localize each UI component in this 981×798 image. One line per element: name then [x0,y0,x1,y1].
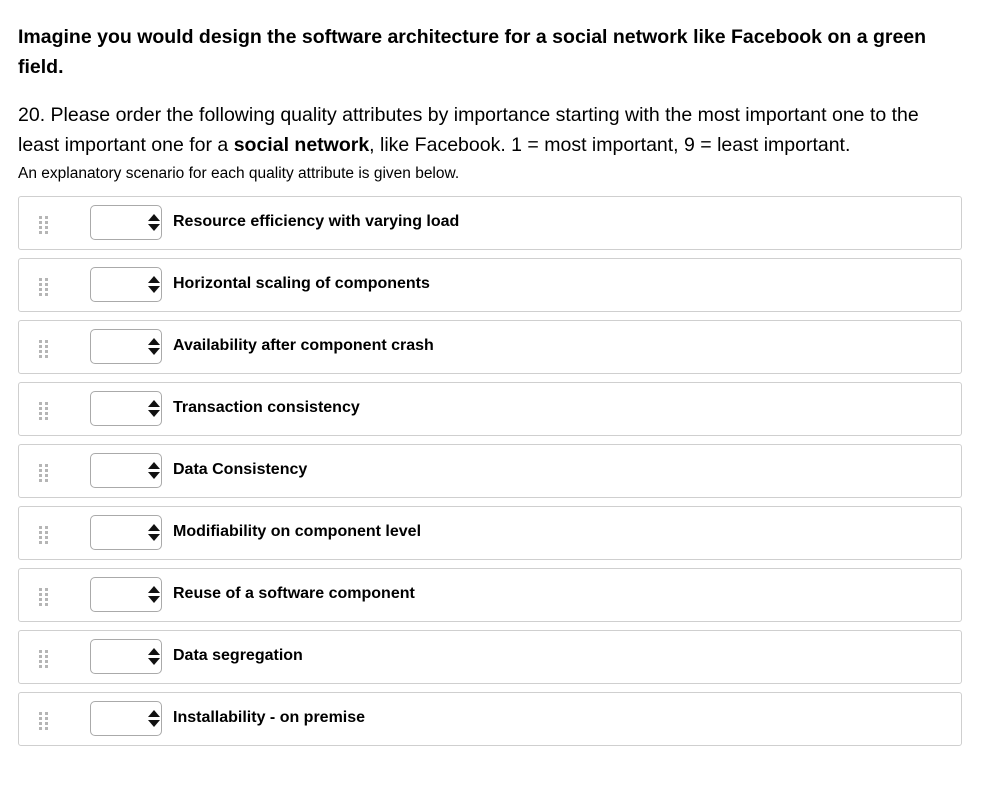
quality-attribute-label: Availability after component crash [173,337,434,354]
ranking-row[interactable]: Data Consistency [18,444,962,498]
up-down-arrows-icon [147,397,161,421]
drag-handle-icon[interactable] [37,586,51,606]
ranking-row[interactable]: Reuse of a software component [18,568,962,622]
ranking-list: Resource efficiency with varying load Hor… [18,196,962,754]
drag-handle-icon[interactable] [37,214,51,234]
rank-select[interactable] [90,391,162,426]
up-down-arrows-icon [147,211,161,235]
ranking-row[interactable]: Availability after component crash [18,320,962,374]
up-down-arrows-icon [147,645,161,669]
rank-select[interactable] [90,267,162,302]
quality-attribute-label: Reuse of a software component [173,585,415,602]
drag-handle-icon[interactable] [37,400,51,420]
drag-handle-icon[interactable] [37,648,51,668]
quality-attribute-label: Resource efficiency with varying load [173,213,460,230]
rank-select[interactable] [90,329,162,364]
question-prefix: 20. Please order the following quality a… [18,104,919,156]
ranking-row[interactable]: Modifiability on component level [18,506,962,560]
rank-select[interactable] [90,701,162,736]
rank-select[interactable] [90,515,162,550]
up-down-arrows-icon [147,335,161,359]
question-suffix: , like Facebook. 1 = most important, 9 =… [369,134,851,156]
drag-handle-icon[interactable] [37,462,51,482]
quality-attribute-label: Data segregation [173,647,303,664]
drag-handle-icon[interactable] [37,276,51,296]
rank-select[interactable] [90,453,162,488]
quality-attribute-label: Horizontal scaling of components [173,275,430,292]
question-text: 20. Please order the following quality a… [18,100,963,160]
rank-select[interactable] [90,639,162,674]
ranking-row[interactable]: Resource efficiency with varying load [18,196,962,250]
quality-attribute-label: Installability - on premise [173,709,366,726]
drag-handle-icon[interactable] [37,710,51,730]
up-down-arrows-icon [147,459,161,483]
ranking-row[interactable]: Installability - on premise [18,692,962,746]
up-down-arrows-icon [147,583,161,607]
quality-attribute-label: Transaction consistency [173,399,360,416]
quality-attribute-label: Modifiability on component level [173,523,422,540]
ranking-row[interactable]: Horizontal scaling of components [18,258,962,312]
rank-select[interactable] [90,205,162,240]
drag-handle-icon[interactable] [37,524,51,544]
up-down-arrows-icon [147,707,161,731]
drag-handle-icon[interactable] [37,338,51,358]
up-down-arrows-icon [147,521,161,545]
survey-intro: Imagine you would design the software ar… [18,26,927,78]
ranking-row[interactable]: Data segregation [18,630,962,684]
rank-select[interactable] [90,577,162,612]
question-emphasis: social network [233,134,370,156]
ranking-row[interactable]: Transaction consistency [18,382,962,436]
quality-attribute-label: Data Consistency [173,461,308,478]
question-hint: An explanatory scenario for each quality… [18,165,460,182]
up-down-arrows-icon [147,273,161,297]
